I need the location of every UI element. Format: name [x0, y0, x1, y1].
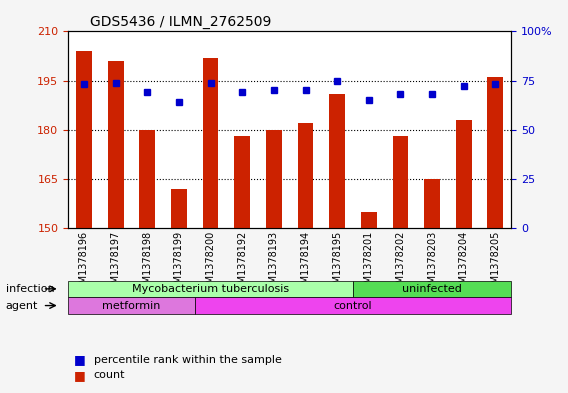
Bar	[424, 179, 440, 228]
Text: GDS5436 / ILMN_2762509: GDS5436 / ILMN_2762509	[90, 15, 272, 29]
Bar	[76, 51, 92, 228]
Text: control: control	[333, 301, 372, 310]
Bar	[203, 58, 219, 228]
Text: infection: infection	[6, 284, 55, 294]
Bar	[139, 130, 155, 228]
Bar	[266, 130, 282, 228]
Bar	[298, 123, 314, 228]
Bar	[361, 211, 377, 228]
Bar	[108, 61, 124, 228]
Text: ■: ■	[74, 369, 86, 382]
Text: percentile rank within the sample: percentile rank within the sample	[94, 354, 282, 365]
Bar	[171, 189, 187, 228]
Bar	[392, 136, 408, 228]
Bar	[234, 136, 250, 228]
Text: Mycobacterium tuberculosis: Mycobacterium tuberculosis	[132, 284, 289, 294]
Text: uninfected: uninfected	[402, 284, 462, 294]
Text: agent: agent	[6, 301, 38, 310]
Text: ■: ■	[74, 353, 86, 366]
Bar	[456, 120, 471, 228]
Text: metformin: metformin	[102, 301, 161, 310]
Text: count: count	[94, 370, 125, 380]
Bar	[487, 77, 503, 228]
Bar	[329, 94, 345, 228]
